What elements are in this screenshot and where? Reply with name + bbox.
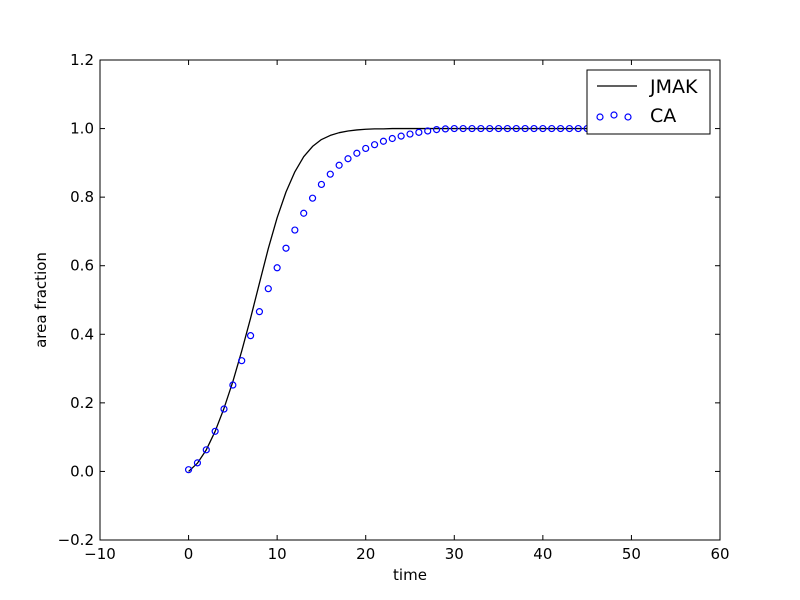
- data-point-ca: [486, 124, 494, 133]
- x-axis-label: time: [393, 566, 427, 584]
- data-point-ca: [229, 381, 237, 389]
- data-point-ca: [503, 124, 512, 133]
- x-tick-label: 60: [710, 545, 729, 563]
- data-point-ca: [273, 264, 281, 272]
- x-tick-label: 50: [622, 545, 641, 563]
- x-tick-label: 30: [445, 545, 464, 563]
- data-point-ca: [370, 141, 379, 149]
- x-tick-label: 10: [268, 545, 287, 563]
- data-point-ca: [415, 128, 423, 136]
- y-axis-label: area fraction: [32, 252, 50, 348]
- axis-ticks: −10 0 10 20 30 40 50 60 −0.2 0.0 0.2 0.4 0.6 0.8 1.0 1.…: [58, 51, 730, 563]
- data-point-ca: [264, 285, 272, 293]
- data-point-ca: [459, 124, 467, 133]
- data-point-ca: [326, 170, 334, 178]
- plot-area: [99, 59, 721, 541]
- data-point-ca: [477, 124, 485, 133]
- data-point-ca: [220, 405, 228, 413]
- data-point-ca: [556, 124, 565, 133]
- data-point-ca: [291, 226, 299, 234]
- data-point-ca: [574, 124, 582, 133]
- data-point-ca: [238, 357, 246, 365]
- y-tick-label: 0.0: [70, 462, 94, 480]
- data-point-ca: [450, 124, 458, 133]
- data-point-ca: [317, 180, 326, 189]
- x-tick-label: 20: [356, 545, 375, 563]
- data-point-ca: [362, 144, 370, 153]
- y-tick-label: 0.8: [70, 188, 94, 206]
- data-point-ca: [530, 124, 538, 133]
- legend-ca-marker: [624, 113, 632, 121]
- legend-ca-marker: [610, 111, 618, 119]
- data-point-ca: [512, 124, 520, 133]
- y-tick-label: −0.2: [58, 531, 94, 549]
- legend-jmak-label: JMAK: [649, 76, 698, 98]
- legend-ca-marker: [596, 113, 604, 121]
- data-point-ca: [211, 427, 219, 435]
- data-point-ca: [397, 132, 405, 140]
- data-point-ca: [388, 134, 396, 143]
- y-tick-label: 0.6: [70, 257, 94, 275]
- data-point-ca: [184, 466, 193, 474]
- x-tick-label: −10: [84, 545, 116, 563]
- data-point-ca: [424, 127, 432, 135]
- data-point-ca: [494, 124, 503, 133]
- data-point-ca: [246, 332, 255, 340]
- y-tick-label: 1.2: [70, 51, 94, 69]
- y-tick-label: 0.4: [70, 325, 94, 343]
- data-point-ca: [193, 459, 202, 467]
- series-group: [184, 124, 636, 474]
- y-tick-label: 0.2: [70, 394, 94, 412]
- data-point-ca: [353, 149, 361, 157]
- data-point-ca: [379, 137, 388, 145]
- x-tick-label: 0: [184, 545, 194, 563]
- y-tick-label: 1.0: [70, 120, 94, 138]
- data-point-ca: [539, 124, 547, 133]
- data-point-ca: [344, 155, 352, 163]
- x-tick-label: 40: [533, 545, 552, 563]
- data-point-ca: [468, 124, 476, 133]
- data-point-ca: [202, 446, 210, 454]
- data-point-ca: [432, 126, 441, 134]
- data-point-ca: [300, 209, 308, 217]
- data-point-ca: [335, 161, 343, 169]
- data-point-ca: [282, 244, 290, 252]
- data-point-ca: [441, 125, 450, 133]
- legend-box: [586, 69, 711, 135]
- legend-ca-label: CA: [650, 105, 676, 127]
- data-point-ca: [255, 308, 264, 316]
- data-point-ca: [565, 124, 574, 133]
- data-point-ca: [308, 194, 317, 202]
- data-point-ca: [548, 124, 556, 133]
- data-point-ca: [521, 124, 529, 133]
- legend: JMAK CA: [586, 69, 711, 135]
- data-point-ca: [406, 130, 414, 138]
